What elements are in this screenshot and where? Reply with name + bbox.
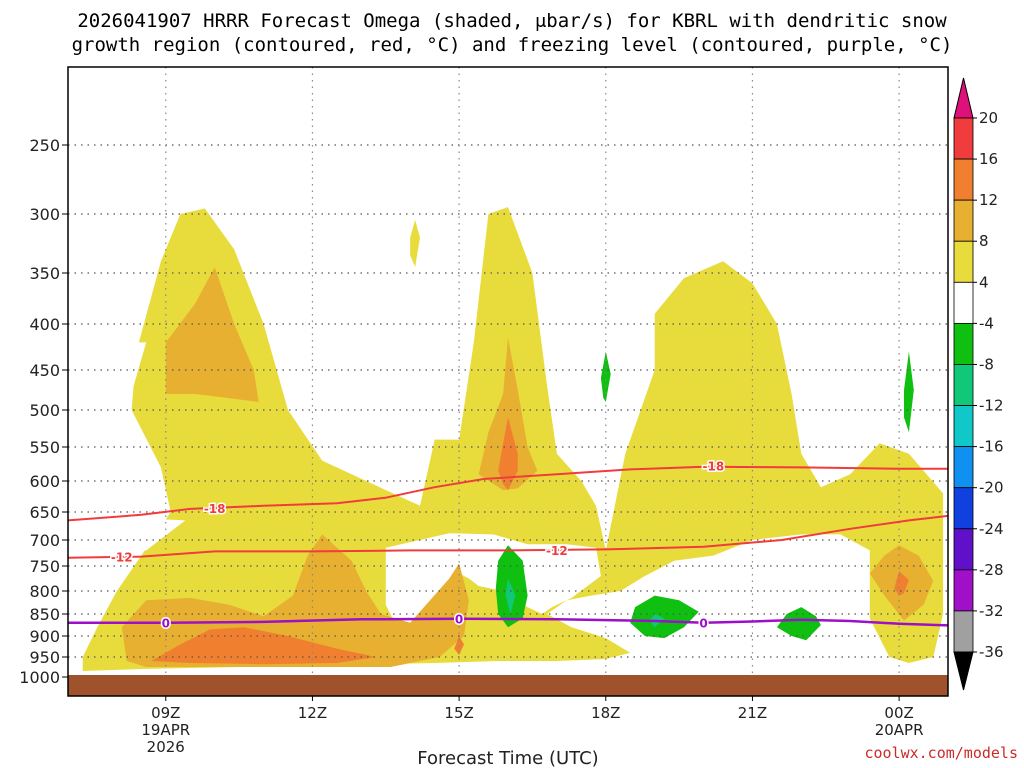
dendritic-contour-m18-line — [67, 465, 948, 522]
omega-region-4-1 — [600, 351, 611, 402]
freezing-level-line — [68, 617, 949, 627]
colorbar-segment-4 — [953, 281, 974, 324]
chart-title-line-2: growth region (contoured, red, °C) and f… — [72, 34, 953, 56]
y-tick-label-300: 300 — [29, 205, 60, 224]
colorbar-label-12: -32 — [979, 602, 1004, 620]
x-axis-title: Forecast Time (UTC) — [417, 748, 598, 768]
freezing-level-label-0: 0 — [162, 616, 170, 630]
colorbar-segment-6 — [953, 364, 974, 406]
y-tick-label-750: 750 — [29, 557, 60, 576]
plot-area: -18 -18 -12 -12 0 0 0 — [67, 66, 949, 697]
dendritic-contour-m12-line — [67, 514, 949, 559]
x-tick-label-15Z: 15Z — [444, 704, 473, 722]
colorbar: 20 16 12 8 4 -4 -8 -12 -16 -20 -24 -28 -32 -36 — [953, 77, 1004, 691]
x-tick-label-00Z: 00Z — [884, 704, 913, 722]
y-tick-label-700: 700 — [29, 531, 60, 550]
y-tick-label-450: 450 — [29, 361, 60, 380]
colorbar-segment-2 — [953, 199, 974, 242]
omega-region-3-0 — [151, 627, 376, 665]
x-tick-date-00Z: 20APR — [875, 721, 924, 739]
y-tick-label-550: 550 — [29, 438, 60, 457]
y-tick-label-800: 800 — [29, 582, 60, 601]
temperature-contours: -18 -18 -12 -12 0 0 0 — [67, 458, 949, 632]
y-tick-label-850: 850 — [29, 605, 60, 624]
colorbar-label-10: -24 — [979, 520, 1004, 538]
y-tick-label-950: 950 — [29, 648, 60, 667]
ground-surface — [68, 675, 948, 696]
y-tick-label-250: 250 — [29, 136, 60, 155]
omega-shading — [68, 207, 944, 671]
colorbar-label-1: 16 — [979, 150, 998, 168]
omega-region-3-1 — [498, 417, 518, 491]
colorbar-segment-5 — [953, 322, 974, 365]
colorbar-label-9: -20 — [979, 479, 1004, 497]
colorbar-label-7: -12 — [979, 397, 1004, 415]
y-tick-label-1000: 1000 — [19, 668, 60, 687]
omega-region-2-1 — [165, 267, 259, 402]
x-tick-date-09Z: 19APR — [141, 721, 190, 739]
colorbar-label-2: 12 — [979, 191, 998, 209]
x-tick-label-18Z: 18Z — [591, 704, 620, 722]
colorbar-label-5: -4 — [979, 314, 994, 332]
dendritic-contour-m12-label-0: -12 — [111, 551, 133, 565]
colorbar-label-3: 8 — [979, 232, 989, 250]
y-tick-label-400: 400 — [29, 315, 60, 334]
colorbar-segment-10 — [953, 528, 974, 571]
x-tick-label-09Z: 09Z — [151, 704, 180, 722]
y-tick-label-350: 350 — [29, 264, 60, 283]
omega-region-1-2 — [68, 324, 147, 454]
colorbar-label-8: -16 — [979, 438, 1004, 456]
x-tick-label-21Z: 21Z — [738, 704, 767, 722]
x-tick-label-12Z: 12Z — [298, 704, 327, 722]
omega-region-4-2 — [630, 595, 699, 639]
dendritic-contour-m12-label-1: -12 — [546, 544, 568, 558]
dendritic-contour-m18-label-1: -18 — [702, 460, 724, 474]
colorbar-bottom-arrow — [953, 651, 974, 691]
omega-region-5-0 — [505, 578, 516, 614]
y-tick-label-500: 500 — [29, 401, 60, 420]
credit-text: coolwx.com/models — [864, 744, 1018, 762]
colorbar-segment-12 — [953, 610, 974, 653]
colorbar-top-arrow — [953, 77, 974, 119]
y-tick-label-650: 650 — [29, 503, 60, 522]
colorbar-label-11: -28 — [979, 561, 1004, 579]
omega-region-1-0 — [68, 514, 186, 556]
colorbar-segment-7 — [953, 405, 974, 448]
colorbar-label-13: -36 — [979, 643, 1004, 661]
colorbar-segment-1 — [953, 158, 974, 201]
freezing-level-label-2: 0 — [699, 616, 707, 630]
omega-region-3-2 — [894, 571, 909, 596]
colorbar-segment-0 — [953, 117, 974, 160]
freezing-level-label-1: 0 — [455, 612, 463, 626]
y-tick-label-900: 900 — [29, 627, 60, 646]
omega-region-4-4 — [904, 351, 914, 433]
omega-region-4-3 — [776, 607, 821, 641]
colorbar-label-6: -8 — [979, 355, 994, 373]
y-axis: 250 300 350 400 450 500 550 600 650 700 750 800 850 9… — [19, 136, 68, 687]
colorbar-label-0: 20 — [979, 109, 998, 127]
colorbar-segment-11 — [953, 569, 974, 612]
colorbar-label-4: 4 — [979, 273, 989, 291]
omega-region-0-1 — [410, 219, 420, 268]
colorbar-segment-3 — [953, 240, 974, 283]
colorbar-segment-9 — [953, 487, 974, 530]
x-tick-year-09Z: 2026 — [147, 738, 185, 756]
dendritic-contour-m18-label-0: -18 — [204, 502, 226, 516]
plot-frame — [67, 66, 949, 697]
omega-region-2-2 — [478, 337, 538, 491]
colorbar-segment-8 — [953, 446, 974, 489]
y-tick-label-600: 600 — [29, 472, 60, 491]
omega-region-3-3 — [454, 636, 464, 655]
chart-title-line-1: 2026041907 HRRR Forecast Omega (shaded, … — [77, 10, 947, 32]
